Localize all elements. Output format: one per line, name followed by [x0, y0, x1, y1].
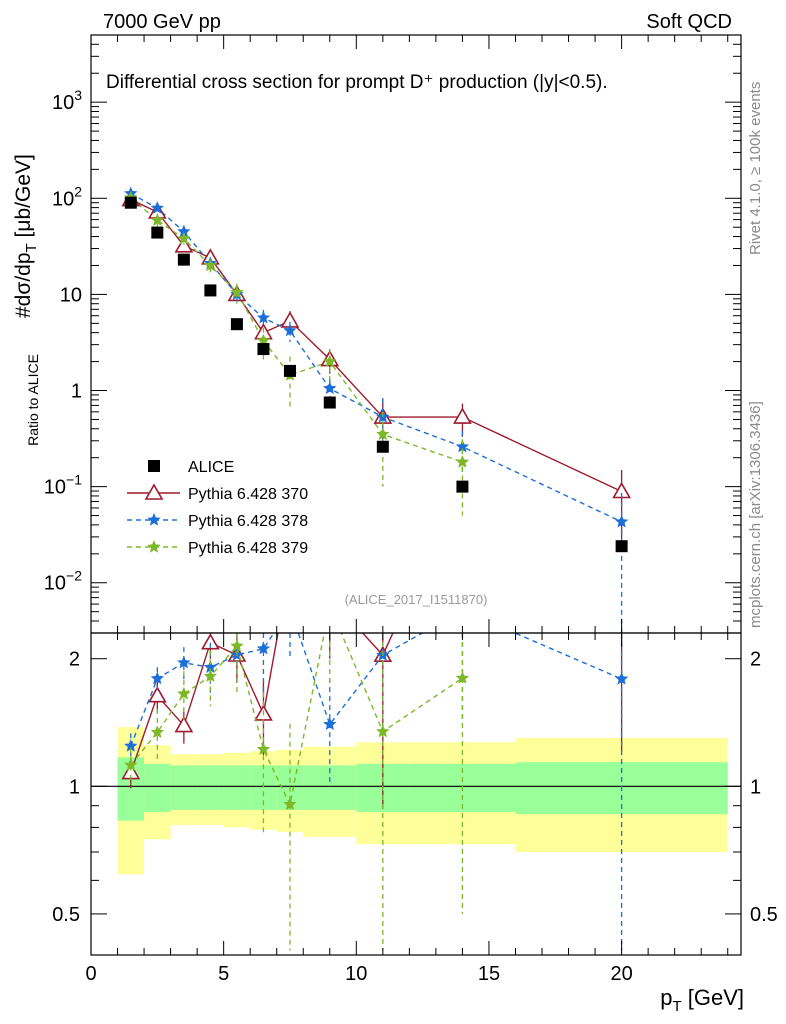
- marker-pythia-6-428-378: [323, 381, 337, 395]
- marker-pythia-6-428-379: [150, 213, 164, 226]
- ratio-marker-pythia-6-428-379: [203, 669, 217, 682]
- data-points: [121, 186, 631, 633]
- marker-pythia-6-428-379: [203, 258, 217, 272]
- ratio-tick-label-right: 2: [750, 649, 761, 671]
- marker-alice: [177, 253, 190, 266]
- legend-marker: [147, 540, 161, 553]
- marker-pythia-6-428-378: [283, 323, 297, 337]
- y-tick-label: 10−2: [44, 568, 82, 595]
- ratio-line-pythia-6-428-378: [130, 633, 622, 747]
- y-tick-label: 10−1: [44, 472, 82, 499]
- ratio-marker-pythia-6-428-378: [150, 671, 164, 685]
- marker-alice: [257, 343, 270, 356]
- series-line-pythia-6-428-379: [130, 197, 463, 463]
- y-tick-label: 10: [60, 284, 82, 306]
- y-tick-label: 103: [52, 87, 82, 114]
- analysis-label: (ALICE_2017_I1511870): [345, 592, 488, 607]
- band-green-bin: [197, 765, 224, 810]
- ratio-marker-pythia-6-428-379: [124, 758, 138, 771]
- x-tick-label: 20: [610, 963, 632, 985]
- marker-alice: [151, 226, 164, 239]
- marker-pythia-6-428-370: [453, 407, 472, 424]
- marker-alice: [124, 196, 137, 209]
- legend-label: ALICE: [188, 459, 234, 476]
- series-line-pythia-6-428-370: [130, 198, 622, 493]
- marker-pythia-6-428-379: [177, 231, 191, 245]
- ratio-marker-pythia-6-428-378: [615, 672, 629, 685]
- marker-alice: [230, 318, 243, 331]
- marker-pythia-6-428-378: [150, 201, 164, 214]
- band-green-bin: [144, 763, 171, 812]
- ratio-marker-pythia-6-428-370: [201, 633, 220, 650]
- ratio-marker-pythia-6-428-379: [283, 797, 297, 811]
- x-tick-label: 15: [478, 963, 500, 985]
- ratio-tick-label: 0.5: [52, 904, 80, 926]
- legend-label: Pythia 6.428 378: [188, 513, 308, 530]
- marker-alice: [615, 540, 628, 553]
- ratio-marker-pythia-6-428-379: [150, 725, 164, 738]
- ratio-marker-pythia-6-428-378: [124, 739, 138, 752]
- marker-alice: [456, 480, 469, 493]
- ratio-plot-frame: [90, 632, 742, 956]
- ratio-marker-pythia-6-428-370: [147, 686, 167, 703]
- marker-alice: [376, 440, 389, 453]
- x-tick-label: 0: [85, 963, 96, 985]
- x-tick-label: 10: [345, 963, 367, 985]
- ratio-marker-pythia-6-428-378: [203, 660, 217, 673]
- band-green-bin: [170, 765, 198, 810]
- side-label-mcplots: mcplots.cern.ch [arXiv:1306.3436]: [747, 401, 764, 628]
- marker-pythia-6-428-379: [323, 354, 337, 368]
- x-axis-label: pT [GeV]: [660, 985, 744, 1015]
- legend-marker: [144, 483, 164, 500]
- y-axis-label: #dσ/dpT [μb/GeV]: [12, 154, 40, 318]
- ratio-tick-label: 2: [69, 649, 80, 671]
- ratio-tick-label: 1: [69, 776, 80, 798]
- header-left: 7000 GeV pp: [103, 11, 221, 33]
- ratio-marker-pythia-6-428-379: [376, 724, 390, 738]
- y-tick-label: 102: [52, 183, 82, 210]
- x-tick-label: 5: [218, 963, 229, 985]
- band-green-bin: [223, 765, 251, 810]
- legend-label: Pythia 6.428 370: [188, 486, 308, 503]
- marker-pythia-6-428-379: [376, 427, 390, 440]
- header-right: Soft QCD: [646, 11, 732, 33]
- marker-pythia-6-428-379: [455, 455, 470, 468]
- legend-marker: [148, 460, 160, 472]
- ratio-marker-pythia-6-428-378: [323, 717, 337, 730]
- marker-pythia-6-428-378: [455, 439, 470, 453]
- marker-alice: [283, 364, 296, 377]
- marker-pythia-6-428-378: [177, 224, 191, 238]
- ratio-marker-pythia-6-428-379: [230, 639, 244, 652]
- marker-alice: [204, 284, 217, 297]
- legend-marker: [147, 513, 161, 526]
- ratio-marker-pythia-6-428-378: [256, 641, 271, 655]
- ratio-line-pythia-6-428-379: [130, 633, 463, 807]
- legend-label: Pythia 6.428 379: [188, 540, 308, 557]
- ratio-points: [121, 633, 629, 951]
- chart-title: Differential cross section for prompt D⁺…: [106, 72, 608, 93]
- ratio-marker-pythia-6-428-378: [177, 655, 191, 669]
- legend: ALICE Pythia 6.428 370 Pythia 6.428 378 Pyt…: [127, 459, 308, 557]
- ratio-marker-pythia-6-428-379: [177, 686, 191, 700]
- ratio-marker-pythia-6-428-379: [256, 742, 271, 755]
- ratio-uncertainty-bands: [91, 727, 741, 875]
- ratio-tick-label-right: 0.5: [750, 904, 778, 926]
- marker-pythia-6-428-378: [615, 514, 629, 528]
- marker-pythia-6-428-370: [174, 236, 194, 253]
- ratio-tick-label-right: 1: [750, 776, 761, 798]
- ratio-marker-pythia-6-428-370: [174, 715, 194, 733]
- side-label-rivet: Rivet 4.1.0, ≥ 100k events: [747, 82, 764, 255]
- ratio-marker-pythia-6-428-379: [455, 671, 470, 684]
- marker-alice: [323, 396, 336, 409]
- marker-pythia-6-428-379: [230, 285, 244, 298]
- ratio-y-axis-label: Ratio to ALICE: [25, 354, 41, 446]
- marker-pythia-6-428-378: [256, 310, 271, 324]
- y-tick-label: 1: [71, 381, 82, 403]
